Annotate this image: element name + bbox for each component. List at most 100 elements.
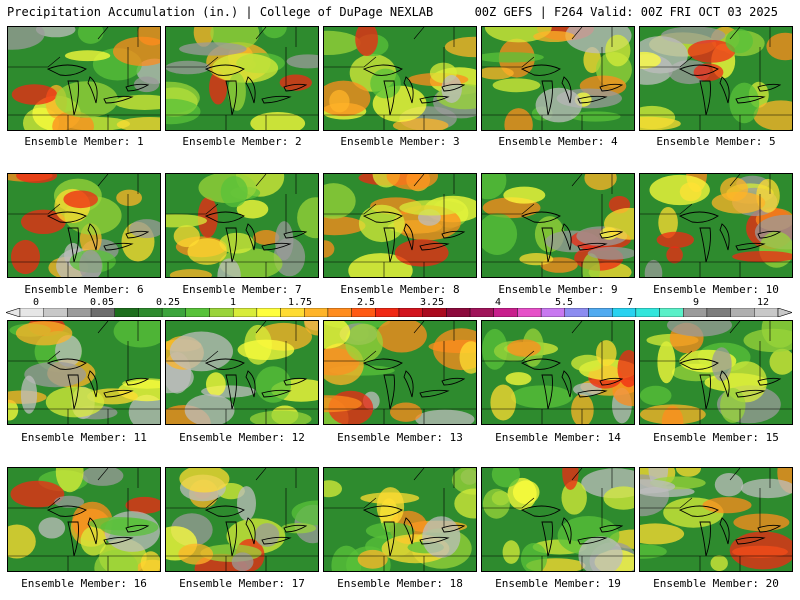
colorbar-right-arrow [777, 308, 792, 317]
ensemble-member-label: Ensemble Member: 20 [653, 577, 779, 590]
ensemble-member-map [165, 320, 319, 425]
ensemble-member-map [639, 467, 793, 572]
ensemble-member-label: Ensemble Member: 11 [21, 431, 147, 444]
page-title: Precipitation Accumulation (in.) | Colle… [7, 5, 434, 19]
ensemble-member-label: Ensemble Member: 13 [337, 431, 463, 444]
colorbar-tick-label: 0.05 [89, 297, 115, 308]
colorbar-swatch [564, 308, 589, 317]
colorbar-swatch [327, 308, 352, 317]
precip-map-image [8, 27, 160, 130]
colorbar-swatch [280, 308, 305, 317]
colorbar-tick-label: 7 [626, 297, 634, 308]
precip-map-image [166, 27, 318, 130]
colorbar-swatch [398, 308, 423, 317]
colorbar-left-arrow [6, 308, 21, 317]
colorbar-swatch [446, 308, 471, 317]
ensemble-member-map [323, 320, 477, 425]
colorbar-tick-label: 2.5 [356, 297, 376, 308]
colorbar-swatch [19, 308, 44, 317]
precip-map-image [166, 468, 318, 571]
precip-map-image [640, 174, 792, 277]
ensemble-member-map [7, 467, 161, 572]
colorbar-tick-label: 1.75 [287, 297, 313, 308]
colorbar-tick-label: 1 [229, 297, 237, 308]
ensemble-member-map [481, 320, 635, 425]
run-valid-time: 00Z GEFS | F264 Valid: 00Z FRI OCT 03 20… [474, 5, 778, 19]
precip-map-image [640, 321, 792, 424]
precip-map-image [482, 468, 634, 571]
precip-map-image [482, 174, 634, 277]
colorbar-swatch [114, 308, 139, 317]
ensemble-member-map [165, 173, 319, 278]
colorbar-swatch [754, 308, 779, 317]
ensemble-member-label: Ensemble Member: 15 [653, 431, 779, 444]
colorbar-tick-label: 3.25 [419, 297, 445, 308]
ensemble-member-map [165, 467, 319, 572]
ensemble-member-label: Ensemble Member: 8 [340, 283, 460, 296]
colorbar-swatch [90, 308, 115, 317]
ensemble-member-map [639, 173, 793, 278]
precip-map-image [8, 468, 160, 571]
ensemble-member-map [165, 26, 319, 131]
ensemble-member-label: Ensemble Member: 5 [656, 135, 776, 148]
colorbar-swatch [611, 308, 637, 317]
colorbar-tick-label: 5.5 [554, 297, 574, 308]
ensemble-member-label: Ensemble Member: 7 [182, 283, 302, 296]
colorbar-tick-label: 0.25 [155, 297, 181, 308]
precip-map-image [640, 27, 792, 130]
colorbar-swatch [635, 308, 660, 317]
colorbar-swatch [730, 308, 755, 317]
colorbar-swatch [67, 308, 92, 317]
ensemble-member-map [323, 173, 477, 278]
ensemble-member-map [323, 467, 477, 572]
precip-map-image [324, 174, 476, 277]
colorbar-swatch [209, 308, 234, 317]
ensemble-member-label: Ensemble Member: 9 [498, 283, 618, 296]
precip-map-image [8, 321, 160, 424]
precip-map-image [324, 27, 476, 130]
colorbar-swatch [43, 308, 68, 317]
colorbar-swatch [422, 308, 447, 317]
precip-map-image [166, 321, 318, 424]
colorbar-swatch [351, 308, 376, 317]
precip-map-image [482, 321, 634, 424]
colorbar-swatch [469, 308, 494, 317]
colorbar-swatch [304, 308, 329, 317]
ensemble-member-label: Ensemble Member: 1 [24, 135, 144, 148]
ensemble-member-map [639, 320, 793, 425]
colorbar-tick-label: 9 [692, 297, 700, 308]
precip-map-image [324, 468, 476, 571]
ensemble-member-label: Ensemble Member: 2 [182, 135, 302, 148]
colorbar-tick-label: 4 [494, 297, 502, 308]
colorbar-swatch [493, 308, 518, 317]
precip-map-image [482, 27, 634, 130]
colorbar-swatch [517, 308, 542, 317]
colorbar-swatch [540, 308, 566, 317]
colorbar-swatch [706, 308, 731, 317]
ensemble-member-map [7, 173, 161, 278]
ensemble-member-map [481, 173, 635, 278]
colorbar-swatch [375, 308, 400, 317]
colorbar-tick-label: 0 [32, 297, 40, 308]
ensemble-member-label: Ensemble Member: 16 [21, 577, 147, 590]
colorbar-swatch [138, 308, 163, 317]
colorbar-tick-label: 12 [756, 297, 770, 308]
ensemble-member-label: Ensemble Member: 19 [495, 577, 621, 590]
precip-map-image [640, 468, 792, 571]
ensemble-member-label: Ensemble Member: 4 [498, 135, 618, 148]
colorbar-swatch [588, 308, 613, 317]
colorbar-swatch [256, 308, 281, 317]
precip-colorbar [6, 308, 792, 317]
precip-map-image [166, 174, 318, 277]
ensemble-member-label: Ensemble Member: 12 [179, 431, 305, 444]
colorbar-swatch [683, 308, 708, 317]
ensemble-member-label: Ensemble Member: 6 [24, 283, 144, 296]
ensemble-member-label: Ensemble Member: 17 [179, 577, 305, 590]
precip-map-image [324, 321, 476, 424]
colorbar-swatch [185, 308, 210, 317]
ensemble-member-label: Ensemble Member: 3 [340, 135, 460, 148]
ensemble-member-map [7, 26, 161, 131]
ensemble-member-map [7, 320, 161, 425]
ensemble-member-map [323, 26, 477, 131]
ensemble-member-label: Ensemble Member: 14 [495, 431, 621, 444]
